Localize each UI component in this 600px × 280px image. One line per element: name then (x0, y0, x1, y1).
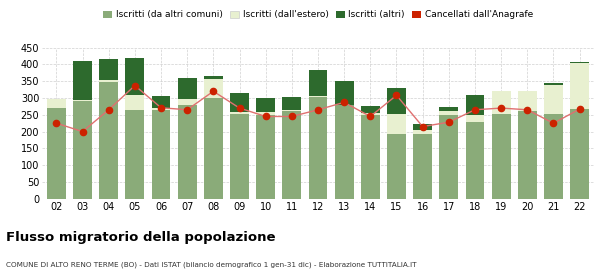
Bar (125, 58, 144, 95)
Legend: Iscritti (da altri comuni), Iscritti (dall'estero), Iscritti (altri), Cancellati: Iscritti (da altri comuni), Iscritti (da… (100, 7, 536, 23)
Bar (99, 82, 118, 199)
Bar (152, 108, 170, 110)
Bar (283, 110, 301, 111)
Bar (308, 96, 328, 97)
Bar (439, 111, 458, 115)
Bar (99, 59, 118, 80)
Bar (230, 113, 249, 114)
Bar (283, 111, 301, 199)
Bar (570, 62, 589, 63)
Bar (466, 122, 484, 199)
Bar (73, 100, 92, 101)
Bar (73, 61, 92, 100)
Bar (230, 114, 249, 199)
Bar (466, 115, 484, 122)
Bar (570, 109, 589, 199)
Bar (335, 81, 353, 105)
Bar (544, 85, 563, 114)
Bar (387, 134, 406, 199)
Bar (413, 130, 432, 134)
Bar (283, 97, 301, 110)
Bar (544, 83, 563, 85)
Bar (178, 105, 197, 199)
Bar (230, 93, 249, 113)
Text: COMUNE DI ALTO RENO TERME (BO) - Dati ISTAT (bilancio demografico 1 gen-31 dic) : COMUNE DI ALTO RENO TERME (BO) - Dati IS… (6, 262, 416, 268)
Bar (125, 95, 144, 110)
Bar (570, 63, 589, 109)
Bar (256, 98, 275, 112)
Bar (439, 115, 458, 199)
Bar (204, 78, 223, 98)
Bar (439, 108, 458, 111)
Bar (544, 114, 563, 199)
Bar (413, 124, 432, 130)
Bar (47, 108, 66, 199)
Bar (308, 97, 328, 199)
Bar (335, 105, 353, 199)
Bar (256, 115, 275, 199)
Bar (73, 101, 92, 199)
Bar (492, 91, 511, 114)
Bar (204, 76, 223, 78)
Bar (178, 99, 197, 105)
Bar (518, 91, 537, 111)
Bar (125, 110, 144, 199)
Bar (466, 95, 484, 115)
Bar (256, 112, 275, 115)
Bar (387, 88, 406, 114)
Text: Flusso migratorio della popolazione: Flusso migratorio della popolazione (6, 231, 275, 244)
Bar (152, 96, 170, 108)
Bar (361, 106, 380, 113)
Bar (387, 114, 406, 134)
Bar (47, 99, 66, 108)
Bar (361, 115, 380, 199)
Bar (518, 111, 537, 199)
Bar (204, 98, 223, 199)
Bar (308, 71, 328, 96)
Bar (413, 134, 432, 199)
Bar (361, 113, 380, 115)
Bar (492, 114, 511, 199)
Bar (152, 110, 170, 199)
Bar (178, 78, 197, 99)
Bar (99, 80, 118, 82)
